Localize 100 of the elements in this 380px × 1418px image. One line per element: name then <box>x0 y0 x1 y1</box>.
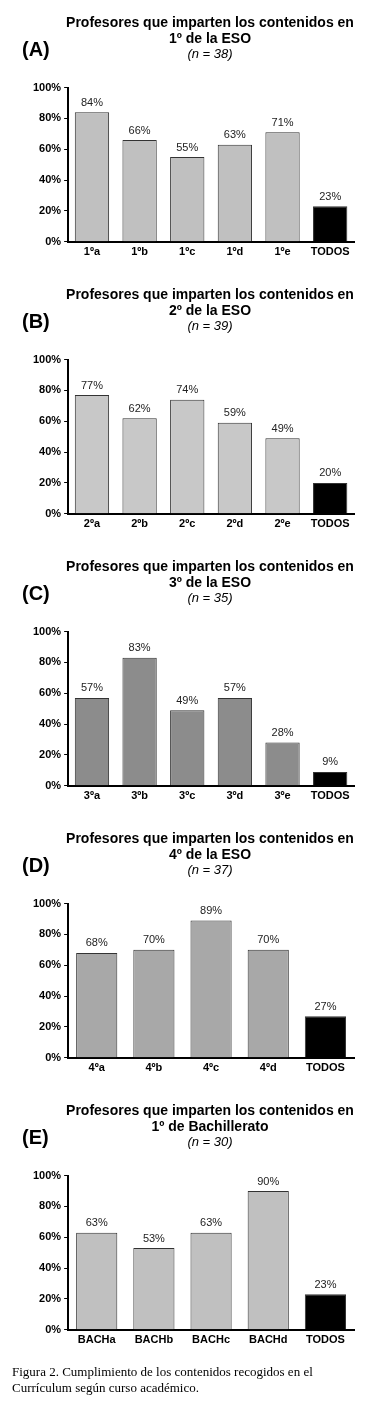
x-tick-label: 2ºd <box>226 517 244 530</box>
data-label: 20% <box>319 466 342 479</box>
y-tick-label: 40% <box>39 173 62 186</box>
data-label: 49% <box>271 421 294 434</box>
text: (C) <box>22 582 50 605</box>
data-label: 57% <box>80 681 104 694</box>
x-tick-label: 4ºd <box>259 1061 277 1074</box>
data-label: 63% <box>200 1216 223 1229</box>
y-tick-label: 100% <box>32 896 62 909</box>
data-label: 53% <box>142 1231 166 1244</box>
x-tick-label: 1ºd <box>226 245 244 258</box>
y-tick-label: 20% <box>39 1291 62 1304</box>
y-tick-label: 0% <box>45 1322 62 1335</box>
y-tick-label: 40% <box>39 445 62 458</box>
data-label: 90% <box>257 1174 280 1187</box>
y-tick-label: 20% <box>39 475 62 488</box>
x-tick-label: 4ºc <box>202 1061 220 1074</box>
y-tick-label: 80% <box>39 927 62 940</box>
data-label: 89% <box>200 904 223 917</box>
data-label: 28% <box>271 726 294 739</box>
data-label: 83% <box>128 641 151 654</box>
y-tick-label: 100% <box>32 352 62 365</box>
y-tick-label: 60% <box>39 414 62 427</box>
chart-subtitle: (n = 38) <box>186 46 234 62</box>
y-tick-label: 80% <box>39 111 62 124</box>
y-tick-label: 100% <box>32 80 62 93</box>
data-label: 57% <box>223 681 247 694</box>
x-tick-label: 2ºe <box>274 517 291 530</box>
y-tick-label: 60% <box>39 958 62 971</box>
y-tick-label: 100% <box>32 624 62 637</box>
y-tick-label: 80% <box>39 383 62 396</box>
data-label: 62% <box>128 401 151 414</box>
chart-subtitle: (n = 35) <box>186 590 234 606</box>
y-tick-label: 80% <box>39 1199 62 1212</box>
chart-subtitle: (n = 39) <box>186 318 234 334</box>
x-tick-label: 4ºa <box>88 1061 106 1074</box>
chart-title: Profesores que imparten los contenidos en 4º de la ESO <box>65 830 355 862</box>
y-tick-label: 0% <box>45 778 62 791</box>
data-label: 70% <box>142 933 166 946</box>
data-label: 74% <box>176 383 199 396</box>
y-tick-label: 0% <box>45 506 62 519</box>
data-label: 9% <box>322 755 339 768</box>
y-tick-label: 60% <box>39 686 62 699</box>
text: (E) <box>22 1126 49 1149</box>
x-tick-label: BACHd <box>248 1333 288 1346</box>
chart-title: Profesores que imparten los contenidos en 3º de la ESO <box>65 558 355 590</box>
data-label: 59% <box>223 406 247 419</box>
data-label: 70% <box>257 933 280 946</box>
text: (D) <box>22 854 50 877</box>
x-tick-label: TODOS <box>310 245 350 258</box>
data-label: 23% <box>319 189 342 202</box>
chart-title: Profesores que imparten los contenidos en 1º de la ESO <box>65 14 355 46</box>
x-tick-label: BACHc <box>192 1333 231 1346</box>
data-label: 55% <box>176 140 199 153</box>
x-tick-label: TODOS <box>310 517 350 530</box>
x-tick-label: TODOS <box>305 1333 345 1346</box>
text: Figura 2. Cumplimiento de los contenidos recogidos en el Currículum según curso académico. <box>11 1363 314 1396</box>
chart-title: Profesores que imparten los contenidos en 1º de Bachillerato <box>65 1102 355 1134</box>
y-tick-label: 60% <box>39 142 62 155</box>
x-tick-label: 1ºe <box>274 245 291 258</box>
data-label: 68% <box>85 936 108 949</box>
y-tick-label: 40% <box>39 1261 62 1274</box>
x-tick-label: 2ºa <box>83 517 101 530</box>
y-tick-label: 0% <box>45 234 62 247</box>
y-tick-label: 40% <box>39 989 62 1002</box>
data-label: 77% <box>80 378 104 391</box>
chart-subtitle: (n = 37) <box>186 862 234 878</box>
x-tick-label: BACHa <box>77 1333 117 1346</box>
x-tick-label: 3ºe <box>274 789 291 802</box>
data-label: 71% <box>271 115 294 128</box>
x-tick-label: 1ºa <box>83 245 101 258</box>
x-tick-label: 2ºc <box>179 517 196 530</box>
x-tick-label: 4ºb <box>145 1061 163 1074</box>
data-label: 66% <box>128 123 151 136</box>
y-tick-label: 100% <box>32 1168 62 1181</box>
data-label: 63% <box>223 128 247 141</box>
x-tick-label: TODOS <box>310 789 350 802</box>
y-tick-label: 20% <box>39 1019 62 1032</box>
x-tick-label: 3ºb <box>131 789 149 802</box>
chart-title: Profesores que imparten los contenidos en 2º de la ESO <box>65 286 355 318</box>
y-tick-label: 20% <box>39 203 62 216</box>
data-label: 63% <box>85 1216 108 1229</box>
data-label: 84% <box>80 95 104 108</box>
x-tick-label: TODOS <box>305 1061 345 1074</box>
chart-subtitle: (n = 30) <box>186 1134 234 1150</box>
x-tick-label: 2ºb <box>131 517 149 530</box>
y-tick-label: 60% <box>39 1230 62 1243</box>
data-label: 27% <box>314 999 337 1012</box>
y-tick-label: 20% <box>39 747 62 760</box>
x-tick-label: 3ºd <box>226 789 244 802</box>
x-tick-label: 1ºb <box>131 245 149 258</box>
y-tick-label: 0% <box>45 1050 62 1063</box>
x-tick-label: 3ºc <box>179 789 196 802</box>
y-tick-label: 40% <box>39 717 62 730</box>
x-tick-label: 1ºc <box>179 245 196 258</box>
y-tick-label: 80% <box>39 655 62 668</box>
data-label: 49% <box>176 693 199 706</box>
text: (B) <box>22 310 50 333</box>
x-tick-label: 3ºa <box>83 789 101 802</box>
x-tick-label: BACHb <box>134 1333 174 1346</box>
